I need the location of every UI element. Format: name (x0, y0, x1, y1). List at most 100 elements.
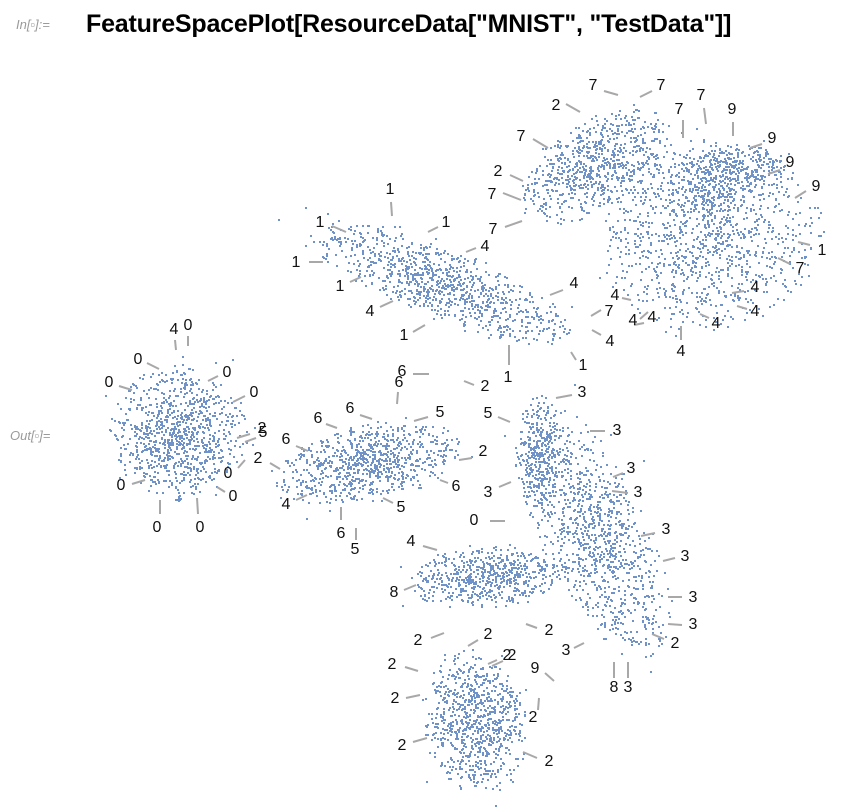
data-point (602, 473, 604, 475)
data-point (472, 689, 474, 691)
data-point (591, 581, 593, 583)
data-point (174, 388, 176, 390)
data-point (204, 427, 206, 429)
data-point (431, 718, 433, 720)
data-point (376, 243, 378, 245)
data-point (194, 483, 196, 485)
data-point (439, 282, 441, 284)
data-point (603, 524, 605, 526)
data-point (545, 492, 547, 494)
data-point (820, 212, 822, 214)
data-point (680, 221, 682, 223)
data-point (421, 278, 423, 280)
data-point (807, 264, 809, 266)
data-point (361, 280, 363, 282)
data-point (578, 500, 580, 502)
data-point (610, 524, 612, 526)
data-point (628, 610, 630, 612)
data-point (482, 778, 484, 780)
data-point (767, 153, 769, 155)
data-point (487, 700, 489, 702)
data-point (554, 439, 556, 441)
data-point (746, 207, 748, 209)
data-point (440, 714, 442, 716)
data-point (787, 196, 789, 198)
data-point (564, 499, 566, 501)
data-point (192, 456, 194, 458)
data-point (552, 303, 554, 305)
data-point (533, 457, 535, 459)
input-code[interactable]: FeatureSpacePlot[ResourceData["MNIST", "… (86, 10, 732, 38)
data-point (356, 246, 358, 248)
data-point (622, 637, 624, 639)
data-point (554, 461, 556, 463)
data-point (601, 614, 603, 616)
data-point (705, 236, 707, 238)
data-point (481, 282, 483, 284)
data-point (326, 255, 328, 257)
data-point (220, 400, 222, 402)
data-point (676, 255, 678, 257)
data-point (728, 255, 730, 257)
data-point (613, 592, 615, 594)
data-point (474, 774, 476, 776)
data-point (454, 689, 456, 691)
data-point (208, 399, 210, 401)
data-point (483, 731, 485, 733)
data-point (167, 410, 169, 412)
data-point (154, 481, 156, 483)
data-point (547, 457, 549, 459)
data-point (509, 335, 511, 337)
data-point (458, 729, 460, 731)
data-point (394, 226, 396, 228)
data-point (463, 752, 465, 754)
data-point (546, 412, 548, 414)
data-point (546, 536, 548, 538)
data-point (387, 264, 389, 266)
data-point (580, 542, 582, 544)
data-point (458, 261, 460, 263)
data-point (473, 723, 475, 725)
data-point (127, 443, 129, 445)
data-point (519, 291, 521, 293)
data-point (691, 232, 693, 234)
data-point (618, 511, 620, 513)
data-point (602, 528, 604, 530)
data-point (540, 418, 542, 420)
data-point (550, 511, 552, 513)
data-point (472, 649, 474, 651)
data-point (459, 763, 461, 765)
data-point (181, 480, 183, 482)
data-point (537, 500, 539, 502)
data-point (676, 301, 678, 303)
data-point (692, 189, 694, 191)
data-point (804, 256, 806, 258)
data-point (568, 460, 570, 462)
data-point (485, 770, 487, 772)
data-point (146, 473, 148, 475)
data-point (517, 456, 519, 458)
data-point (144, 476, 146, 478)
data-point (184, 386, 186, 388)
data-point (616, 511, 618, 513)
data-point (347, 270, 349, 272)
data-point (727, 269, 729, 271)
data-point (568, 559, 570, 561)
data-point (644, 624, 646, 626)
data-point (409, 259, 411, 261)
data-point (621, 565, 623, 567)
data-point (473, 300, 475, 302)
data-point (657, 292, 659, 294)
data-point (809, 225, 811, 227)
data-point (706, 200, 708, 202)
data-point (711, 233, 713, 235)
data-point (700, 161, 702, 163)
data-point (553, 431, 555, 433)
data-point (425, 698, 427, 700)
data-point (617, 622, 619, 624)
data-point (768, 227, 770, 229)
data-point (148, 397, 150, 399)
data-point (608, 528, 610, 530)
data-point (658, 235, 660, 237)
